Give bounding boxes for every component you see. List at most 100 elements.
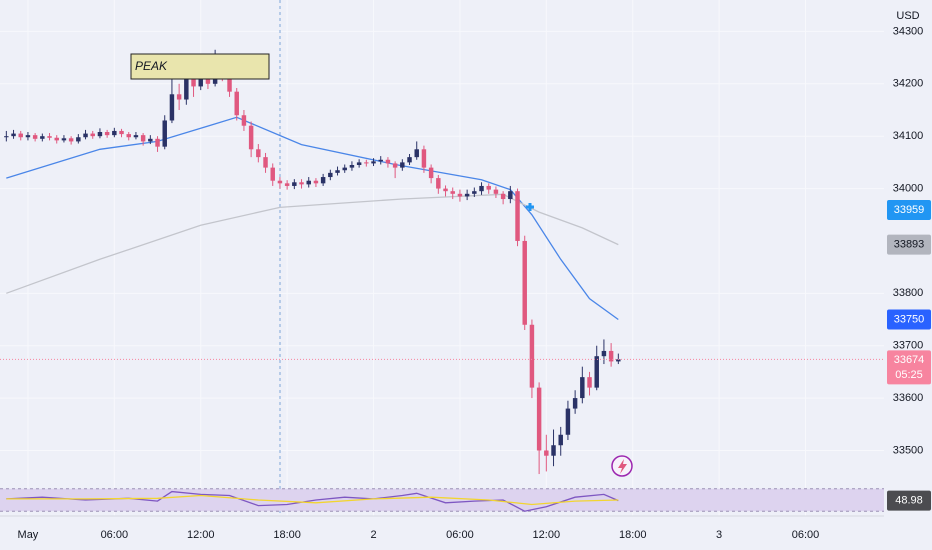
candle-body (76, 137, 81, 142)
candle-body (119, 130, 124, 135)
candle-body (572, 398, 578, 409)
rsi-label: 48.98 (895, 494, 923, 506)
candle-body (18, 133, 23, 138)
x-tick-label: 2 (370, 529, 376, 541)
candle-body (140, 135, 146, 142)
y-tick-label: 33800 (893, 287, 924, 299)
candle-body (342, 167, 347, 171)
candle-body (594, 356, 599, 388)
candle-body (277, 180, 283, 184)
candle-body (464, 193, 470, 197)
x-tick-label: 06:00 (101, 529, 129, 541)
x-tick-label: 3 (716, 529, 722, 541)
candle-body (565, 408, 571, 435)
candle-body (472, 191, 477, 194)
candle-body (443, 188, 448, 192)
countdown: 05:25 (895, 369, 923, 381)
x-tick-label: 06:00 (446, 529, 474, 541)
x-tick-label: 12:00 (533, 529, 561, 541)
candle-body (148, 138, 153, 142)
currency: USD (896, 10, 919, 22)
candle-body (558, 434, 563, 446)
candle-body (414, 149, 419, 158)
candle-body (349, 165, 355, 168)
candle-body (184, 78, 189, 100)
y-tick-label: 33500 (893, 444, 924, 456)
candle-body (400, 162, 405, 168)
annotation: PEAK (135, 59, 168, 73)
x-tick-label: 18:00 (619, 529, 647, 541)
x-tick-label: 12:00 (187, 529, 215, 541)
y-tick-label: 34100 (893, 130, 924, 142)
candle-body (241, 115, 247, 126)
candle-body (313, 180, 319, 184)
line-series (6, 494, 619, 506)
price-label-bg (887, 200, 931, 221)
candle-body (508, 191, 513, 200)
price-label: 33893 (894, 239, 925, 251)
candle-body (90, 133, 95, 137)
candle-body (169, 94, 175, 121)
candle-body (601, 350, 607, 357)
candle-body (155, 138, 160, 147)
candle-body (126, 134, 131, 138)
rsi-label-bg (887, 490, 931, 511)
plot (0, 49, 884, 512)
candle-body (47, 136, 52, 138)
candle-body (112, 130, 117, 136)
y-tick-label: 34200 (893, 78, 924, 90)
candle-body (263, 157, 268, 168)
candle-body (479, 185, 484, 192)
candle-body (364, 162, 369, 164)
price-label: 33959 (894, 204, 925, 216)
candle-body (191, 78, 196, 87)
axes: 34300 34200 34100 34000 33800 33700 33600 33500… (18, 25, 931, 541)
last-price-label: 33674 (894, 354, 925, 366)
candle-body (25, 135, 31, 138)
candle-body (457, 193, 463, 197)
candle-body (61, 138, 67, 141)
candle-body (270, 167, 275, 181)
candle-body (551, 445, 556, 456)
candle-body (227, 75, 232, 92)
candle-body (4, 136, 9, 138)
x-tick-label: 18:00 (273, 529, 301, 541)
candle-body (407, 157, 412, 163)
candle-body (536, 387, 542, 451)
line-series (6, 193, 619, 294)
candle-body (32, 135, 38, 139)
annotation-box (130, 53, 270, 80)
candle-body (284, 183, 290, 186)
candle-body (608, 350, 614, 362)
x-tick-label: May (18, 529, 39, 541)
candle-body (83, 133, 88, 138)
candle-body (133, 135, 139, 138)
candle-body (335, 170, 340, 173)
candle-body (616, 359, 621, 362)
price-axis (884, 0, 932, 550)
candle-body (54, 137, 59, 141)
alert-icon[interactable] (611, 455, 633, 477)
x-tick-label: 06:00 (792, 529, 820, 541)
candle-body (97, 132, 103, 137)
candle-body (248, 125, 254, 150)
candle-body (356, 162, 362, 165)
candle-body (328, 172, 333, 178)
price-label-bg (887, 234, 931, 255)
candle-body (371, 161, 376, 164)
alert-bolt (618, 459, 627, 474)
candle-body (436, 178, 441, 189)
candle-body (11, 133, 16, 137)
candle-body (428, 167, 434, 179)
candle-body (378, 159, 383, 162)
candle-body (486, 185, 491, 190)
grid (0, 0, 884, 516)
candle-body (421, 149, 427, 168)
line-series (6, 490, 619, 512)
candle-body (500, 193, 506, 200)
candle-body (392, 163, 398, 168)
y-tick-label: 34000 (893, 182, 924, 194)
candle-body (450, 191, 455, 194)
candle-body (299, 182, 304, 185)
